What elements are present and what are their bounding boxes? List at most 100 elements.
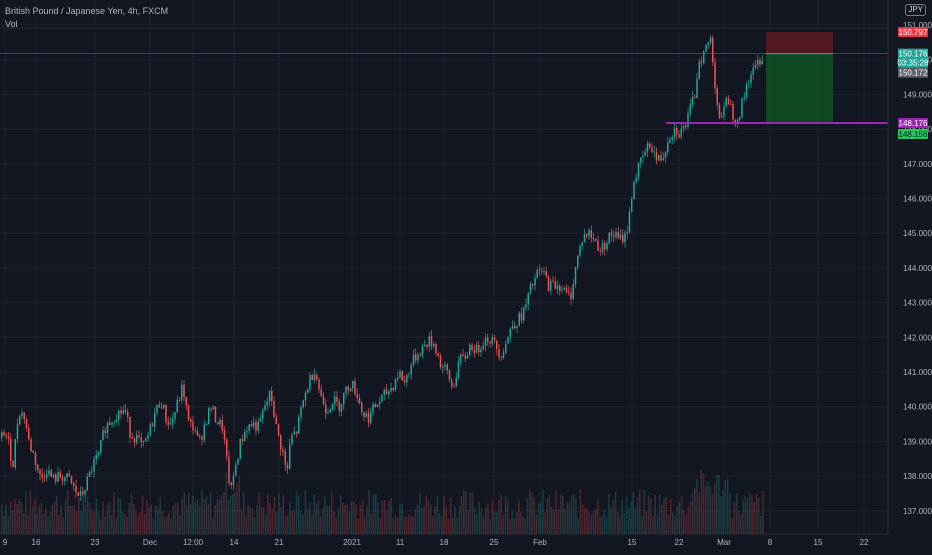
candle-body bbox=[28, 427, 30, 440]
volume-bar bbox=[249, 506, 252, 534]
candle-body bbox=[124, 410, 127, 413]
volume-bar bbox=[397, 517, 399, 534]
price-tick-label: 151.000 bbox=[903, 21, 932, 30]
volume-bar bbox=[51, 504, 54, 534]
candle-body bbox=[19, 416, 21, 425]
candle-body bbox=[383, 389, 385, 395]
candle-body bbox=[75, 485, 77, 493]
time-tick-label: 18 bbox=[440, 538, 449, 547]
candle-body bbox=[57, 472, 59, 482]
currency-label[interactable]: JPY bbox=[905, 4, 926, 16]
candle-body bbox=[628, 211, 631, 233]
volume-bar bbox=[729, 493, 731, 534]
volume-bar bbox=[568, 502, 571, 534]
volume-bar bbox=[390, 498, 392, 534]
price-tick-label: 146.000 bbox=[903, 195, 932, 204]
candle-body bbox=[716, 87, 718, 105]
candle-body bbox=[172, 418, 174, 424]
candle-body bbox=[205, 424, 208, 426]
candle-body bbox=[46, 474, 48, 478]
candle-body bbox=[178, 399, 181, 401]
candle-body bbox=[167, 421, 169, 425]
volume-bar bbox=[553, 509, 555, 534]
candle-body bbox=[655, 151, 658, 161]
volume-bar bbox=[313, 494, 315, 534]
volume-bar bbox=[678, 502, 681, 534]
candle-body bbox=[424, 344, 426, 346]
candle-body bbox=[284, 451, 286, 466]
volume-bar bbox=[427, 500, 430, 534]
candle-body bbox=[340, 404, 343, 412]
volume-bar bbox=[278, 492, 280, 534]
candle-body bbox=[410, 364, 412, 375]
candle-body bbox=[718, 104, 721, 118]
volume-bar bbox=[234, 491, 236, 534]
candle-body bbox=[577, 255, 579, 267]
candle-body bbox=[390, 387, 392, 392]
volume-bar bbox=[245, 516, 247, 534]
candle-body bbox=[518, 313, 520, 326]
volume-bar bbox=[610, 506, 612, 534]
volume-bar bbox=[293, 509, 296, 534]
volume-bar bbox=[126, 516, 128, 534]
volume-bar bbox=[603, 509, 606, 534]
volume-bar bbox=[214, 504, 216, 534]
volume-bar bbox=[181, 499, 183, 534]
volume-bar bbox=[636, 497, 639, 534]
candle-body bbox=[617, 232, 619, 239]
volume-bar bbox=[364, 516, 366, 534]
candle-body bbox=[106, 422, 109, 433]
volume-bar bbox=[141, 495, 144, 534]
candle-body bbox=[412, 354, 415, 365]
candle-body bbox=[759, 59, 761, 65]
volume-bar bbox=[262, 507, 265, 534]
volume-bar bbox=[762, 491, 764, 534]
candle-body bbox=[493, 337, 496, 341]
time-tick-label: 22 bbox=[860, 538, 869, 547]
candle-body bbox=[23, 412, 25, 420]
candle-body bbox=[300, 407, 302, 418]
volume-bar bbox=[357, 518, 359, 534]
volume-bar bbox=[379, 518, 381, 534]
candle-body bbox=[257, 421, 259, 431]
time-tick-label: 11 bbox=[396, 538, 405, 547]
volume-bar bbox=[449, 497, 452, 534]
volume-bar bbox=[97, 510, 100, 534]
volume-bar bbox=[487, 503, 489, 534]
stop-price-tag: 150.797 bbox=[899, 28, 928, 37]
candle-body bbox=[561, 289, 563, 291]
candle-body bbox=[433, 344, 435, 346]
candle-body bbox=[298, 417, 300, 434]
candle-body bbox=[761, 60, 763, 65]
volume-bar bbox=[216, 499, 219, 534]
time-tick-label: Dec bbox=[143, 538, 157, 547]
candle-body bbox=[520, 313, 523, 321]
volume-bar bbox=[401, 503, 403, 534]
candle-body bbox=[307, 389, 309, 393]
target-price-tag-bg bbox=[898, 128, 928, 139]
volume-bar bbox=[212, 517, 214, 534]
volume-indicator-label[interactable]: Vol bbox=[5, 19, 18, 29]
volume-bar bbox=[566, 502, 568, 534]
candle-body bbox=[736, 119, 739, 125]
volume-bar bbox=[709, 486, 711, 534]
volume-bar bbox=[130, 493, 133, 534]
volume-bar bbox=[696, 479, 698, 534]
candle-body bbox=[392, 387, 394, 390]
symbol-title[interactable]: British Pound / Japanese Yen, 4h, FXCM bbox=[5, 6, 169, 16]
volume-bar bbox=[456, 518, 458, 534]
volume-bar bbox=[630, 501, 632, 534]
candle-body bbox=[475, 344, 478, 353]
candle-body bbox=[304, 392, 307, 401]
volume-bar bbox=[590, 514, 593, 534]
volume-bar bbox=[221, 494, 223, 534]
candle-body bbox=[626, 232, 628, 233]
candle-body bbox=[430, 336, 433, 346]
candle-body bbox=[583, 234, 586, 243]
volume-bar bbox=[300, 510, 302, 534]
volume-bar bbox=[685, 515, 687, 534]
support-price-tag-bg bbox=[898, 117, 928, 128]
volume-bar bbox=[62, 517, 65, 534]
